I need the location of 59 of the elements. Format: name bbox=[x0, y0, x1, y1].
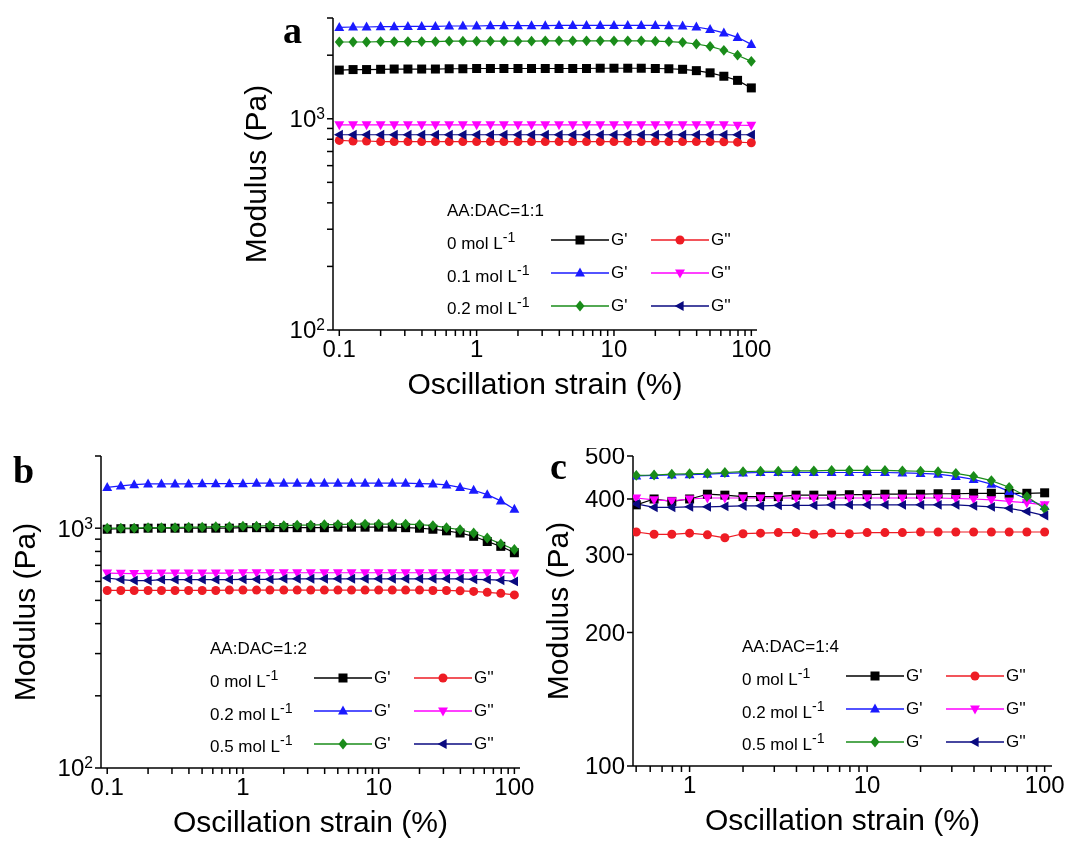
x-tick-label: 10 bbox=[600, 335, 628, 363]
chart-title: c bbox=[550, 444, 567, 488]
y-tick-label: 100 bbox=[584, 752, 625, 780]
x-tick-label: 100 bbox=[731, 335, 772, 363]
legend-label: G'' bbox=[474, 732, 495, 755]
y-axis-title: Modulus (Pa) bbox=[7, 522, 41, 702]
legend-label: G' bbox=[611, 294, 629, 317]
chart-title: b bbox=[13, 448, 35, 492]
y-tick-label: 10$^{2}$ bbox=[289, 315, 325, 344]
x-tick-label: 1 bbox=[682, 771, 697, 799]
x-axis-title: Oscillation strain (%) bbox=[704, 803, 981, 836]
legend-label: G' bbox=[906, 730, 924, 753]
legend-label: G'' bbox=[1006, 730, 1027, 753]
annotation: 0.2 mol L$^{-1}$ bbox=[447, 293, 531, 320]
legend-title: AA:DAC=1:4 bbox=[742, 636, 840, 659]
x-axis-title: Oscillation strain (%) bbox=[407, 367, 683, 400]
x-tick-label: 1 bbox=[236, 773, 250, 801]
legend-title: AA:DAC=1:1 bbox=[447, 200, 545, 223]
annotation: 0.2 mol L$^{-1}$ bbox=[742, 696, 826, 724]
annotation: 0.2 mol L$^{-1}$ bbox=[210, 698, 294, 726]
y-tick-label: 10$^{3}$ bbox=[289, 104, 325, 133]
x-tick-label: 10 bbox=[365, 773, 393, 801]
legend-label: G'' bbox=[1006, 665, 1027, 688]
legend-label: G' bbox=[374, 732, 392, 755]
annotation: 0 mol L$^{-1}$ bbox=[742, 664, 812, 691]
legend-label: G' bbox=[906, 698, 924, 720]
x-tick-label: 0.1 bbox=[90, 773, 124, 801]
annotation: 0 mol L$^{-1}$ bbox=[447, 228, 517, 255]
annotation: 0.5 mol L$^{-1}$ bbox=[210, 731, 294, 758]
legend-label: G'' bbox=[1006, 698, 1027, 720]
x-tick-label: 1 bbox=[469, 335, 484, 363]
legend-label: G'' bbox=[474, 700, 495, 722]
x-axis-title: Oscillation strain (%) bbox=[172, 805, 449, 838]
x-tick-label: 100 bbox=[1024, 771, 1065, 799]
chart-title: a bbox=[283, 8, 302, 52]
y-tick-label: 500 bbox=[584, 442, 625, 470]
y-axis-title: Modulus (Pa) bbox=[238, 84, 272, 264]
legend-label: G' bbox=[374, 700, 392, 722]
y-tick-label: 300 bbox=[584, 540, 625, 568]
x-tick-label: 100 bbox=[494, 773, 535, 801]
legend-label: G' bbox=[611, 262, 629, 284]
x-tick-label: 10 bbox=[853, 771, 881, 799]
legend-label: G' bbox=[906, 665, 924, 688]
legend-label: G'' bbox=[711, 294, 732, 317]
legend-label: G'' bbox=[711, 229, 732, 252]
y-tick-label: 10$^{3}$ bbox=[57, 514, 93, 542]
annotation: 0.5 mol L$^{-1}$ bbox=[742, 729, 826, 756]
x-tick-label: 0.1 bbox=[322, 335, 356, 363]
y-tick-label: 400 bbox=[584, 485, 625, 513]
legend-title: AA:DAC=1:2 bbox=[210, 638, 308, 661]
legend-label: G'' bbox=[474, 667, 495, 690]
annotation: 0 mol L$^{-1}$ bbox=[210, 666, 280, 693]
y-tick-label: 200 bbox=[584, 618, 625, 646]
y-tick-label: 10$^{2}$ bbox=[57, 753, 93, 782]
legend-label: G' bbox=[611, 229, 629, 252]
legend-label: G' bbox=[374, 667, 392, 690]
y-axis-title: Modulus (Pa) bbox=[540, 521, 574, 701]
legend-label: G'' bbox=[711, 262, 732, 284]
annotation: 0.1 mol L$^{-1}$ bbox=[447, 260, 531, 288]
